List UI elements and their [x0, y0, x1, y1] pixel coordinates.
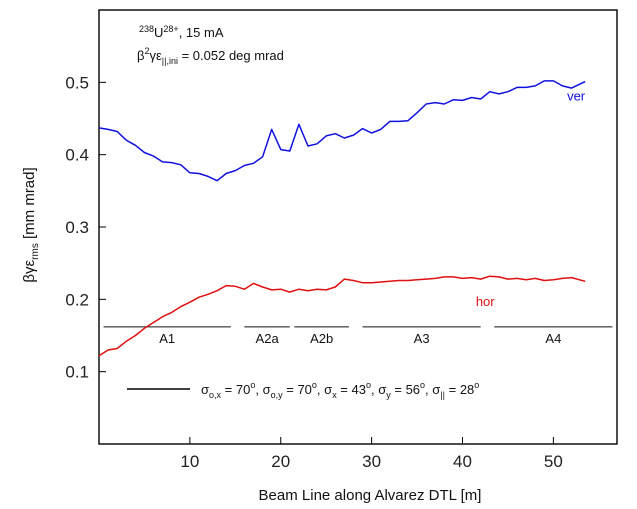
annotation-phase-advance: σo,x = 70o, σo,y = 70o, σx = 43o, σy = 5…	[201, 380, 479, 400]
series-line-hor	[98, 275, 586, 357]
series-group: ver hor	[98, 80, 586, 357]
section-markers: A1 A2a A2b A3 A4	[103, 326, 613, 346]
x-tick-label: 30	[362, 452, 381, 471]
annotation-emittance: β2γε||,ini = 0.052 deg mrad	[137, 46, 284, 66]
series-line-ver	[98, 80, 586, 182]
x-tick-label: 20	[271, 452, 290, 471]
x-tick-label: 40	[453, 452, 472, 471]
y-tick-label: 0.4	[65, 146, 89, 165]
plot-frame	[98, 9, 618, 445]
series-label-hor: hor	[476, 294, 495, 309]
x-tick-label: 50	[544, 452, 563, 471]
x-axis-label: Beam Line along Alvarez DTL [m]	[259, 487, 482, 504]
section-label-a2a: A2a	[256, 331, 280, 346]
axis-ticks: 10 20 30 40 50 0.1 0.2 0.3 0.4 0.5	[65, 73, 562, 471]
series-label-ver: ver	[567, 88, 586, 103]
y-tick-label: 0.3	[65, 218, 89, 237]
section-label-a3: A3	[414, 331, 430, 346]
y-tick-label: 0.2	[65, 290, 89, 309]
section-label-a4: A4	[545, 331, 561, 346]
y-tick-label: 0.5	[65, 73, 89, 92]
annotation-ion: 238U28+, 15 mA	[139, 24, 224, 40]
x-tick-label: 10	[180, 452, 199, 471]
y-tick-label: 0.1	[65, 363, 89, 382]
section-label-a2b: A2b	[310, 331, 333, 346]
section-label-a1: A1	[159, 331, 175, 346]
y-axis-label: βγεrms [mm mrad]	[21, 167, 41, 282]
